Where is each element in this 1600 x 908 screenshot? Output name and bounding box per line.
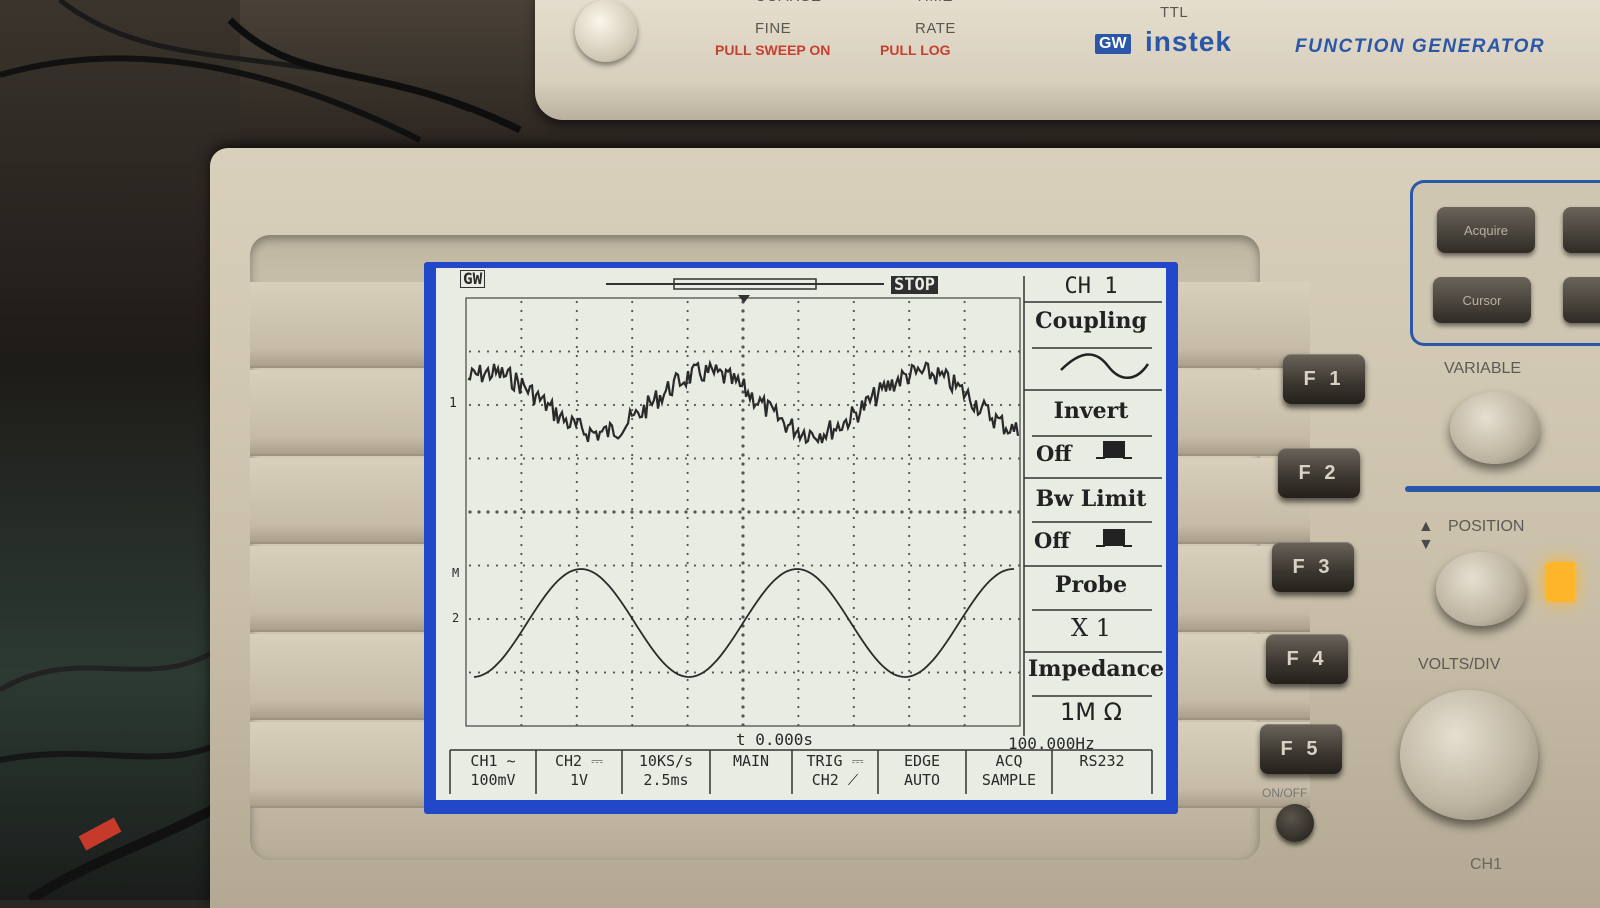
time-readout: t 0.000s <box>736 730 813 749</box>
status-line: 1V <box>538 771 620 790</box>
menu-impedance-label[interactable]: Impedance <box>1028 656 1154 682</box>
status-cell: MAIN <box>712 752 790 771</box>
f2-button[interactable]: F 2 <box>1278 448 1360 498</box>
status-line: ACQ <box>968 752 1050 771</box>
status-cell: EDGE AUTO <box>880 752 964 790</box>
hardcopy-label: ON/OFF <box>1262 786 1307 800</box>
bezel-ridge <box>250 722 430 808</box>
ch2-marker: 2 <box>452 611 459 625</box>
function-generator: COARSE FINE TIME RATE TTL PULL SWEEP ON … <box>535 0 1600 120</box>
generator-label-fine: FINE <box>755 20 791 37</box>
status-line: EDGE <box>880 752 964 771</box>
status-line: 10KS/s <box>624 752 708 771</box>
bezel-ridge <box>250 370 430 456</box>
channel-menu: CH 1 Coupling Invert Off Bw Limit Off Pr… <box>1028 268 1162 738</box>
ch1-label: CH1 <box>1470 856 1502 874</box>
status-line: CH2 ⟋ <box>794 771 876 790</box>
f4-button[interactable]: F 4 <box>1266 634 1348 684</box>
menu-impedance-value: 1M Ω <box>1028 698 1154 726</box>
variable-knob[interactable] <box>1450 392 1540 464</box>
status-line: MAIN <box>712 752 790 771</box>
bezel-ridge <box>250 546 430 632</box>
position-arrows-icon: ▲ ▼ <box>1418 518 1434 554</box>
status-cell: CH1 ~100mV <box>452 752 534 790</box>
f5-button[interactable]: F 5 <box>1260 724 1342 774</box>
status-line: CH1 ~ <box>452 752 534 771</box>
trigger-position-marker <box>738 295 750 303</box>
panel-button-edge[interactable] <box>1563 277 1600 323</box>
status-line: CH2 ⎓ <box>538 752 620 771</box>
graticule-grid <box>468 300 1020 726</box>
menu-bw-value: Off <box>1034 528 1070 553</box>
menu-probe-value: X 1 <box>1028 614 1154 642</box>
panel-button-edge[interactable] <box>1563 207 1600 253</box>
panel-divider <box>1405 486 1600 492</box>
menu-title: CH 1 <box>1028 274 1154 299</box>
acquire-button[interactable]: Acquire <box>1437 207 1535 253</box>
generator-label-ttl: TTL <box>1160 4 1188 21</box>
menu-bw-label[interactable]: Bw Limit <box>1028 486 1154 512</box>
status-cell: TRIG ⎓ CH2 ⟋ <box>794 752 876 790</box>
status-cell: 10KS/s 2.5ms <box>624 752 708 790</box>
status-cell: ACQ SAMPLE <box>968 752 1050 790</box>
volts-div-knob[interactable] <box>1400 690 1538 820</box>
generator-knob[interactable] <box>575 0 637 62</box>
indicator-led <box>1545 562 1575 602</box>
menu-button-panel: Acquire Cursor <box>1410 180 1600 346</box>
status-cell: CH2 ⎓ 1V <box>538 752 620 790</box>
generator-label-time: TIME <box>915 0 953 5</box>
generator-label-sweep: PULL SWEEP ON <box>715 42 830 58</box>
generator-label-log: PULL LOG <box>880 42 951 58</box>
f3-button[interactable]: F 3 <box>1272 542 1354 592</box>
generator-brand-badge: GW <box>1095 34 1131 54</box>
bezel-ridge <box>250 282 430 368</box>
status-line: RS232 <box>1054 752 1150 771</box>
volts-div-label: VOLTS/DIV <box>1418 656 1500 674</box>
cursor-button[interactable]: Cursor <box>1433 277 1531 323</box>
status-line: 100mV <box>452 771 534 790</box>
status-line: AUTO <box>880 771 964 790</box>
run-state-badge: STOP <box>891 276 938 294</box>
generator-label-rate: RATE <box>915 20 956 37</box>
menu-coupling-label[interactable]: Coupling <box>1028 308 1154 334</box>
variable-label: VARIABLE <box>1444 360 1521 378</box>
position-label: POSITION <box>1448 518 1524 536</box>
f1-button[interactable]: F 1 <box>1283 354 1365 404</box>
bezel-ridge <box>250 634 430 720</box>
bezel-ridge <box>250 458 430 544</box>
status-cell: RS232 <box>1054 752 1150 771</box>
menu-invert-value: Off <box>1036 441 1072 466</box>
math-marker: M <box>452 566 459 580</box>
status-line: 2.5ms <box>624 771 708 790</box>
ch1-marker: 1 <box>449 396 457 411</box>
status-line: SAMPLE <box>968 771 1050 790</box>
scope-logo: GW <box>460 270 485 288</box>
status-line: TRIG ⎓ <box>794 752 876 771</box>
generator-brand: instek <box>1145 26 1232 58</box>
generator-label-coarse: COARSE <box>755 0 821 5</box>
position-knob[interactable] <box>1436 552 1526 626</box>
hardcopy-button[interactable] <box>1276 804 1314 842</box>
menu-probe-label[interactable]: Probe <box>1028 572 1154 598</box>
generator-model: FUNCTION GENERATOR <box>1295 36 1545 58</box>
lcd-screen: GW STOP 1 M 2 t 0.000s 100.000Hz CH 1 Co… <box>436 268 1166 800</box>
menu-invert-label[interactable]: Invert <box>1028 398 1154 424</box>
